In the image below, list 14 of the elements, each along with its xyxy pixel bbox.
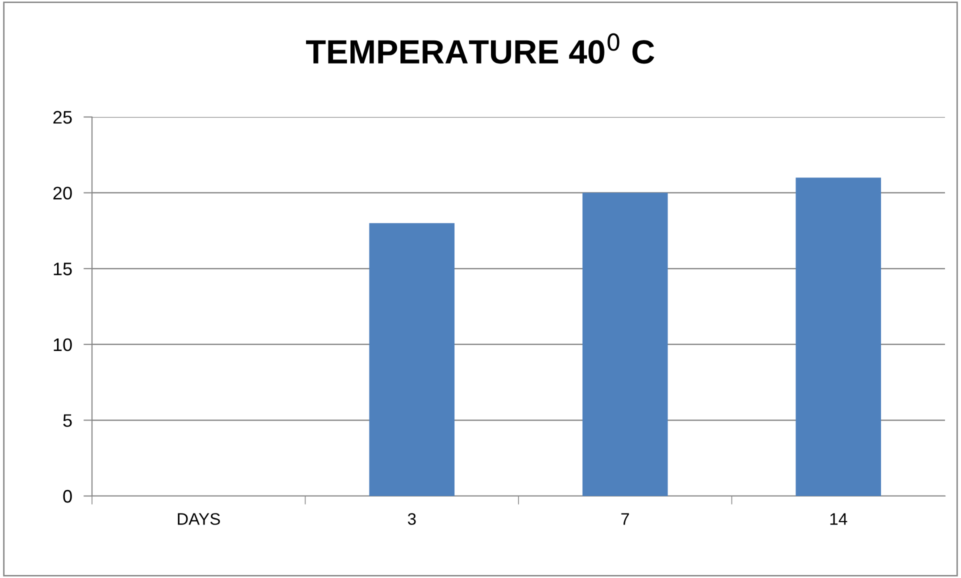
- y-tick-label: 10: [54, 338, 72, 352]
- x-tick-label: 7: [621, 513, 629, 525]
- x-tick-label: 14: [830, 513, 848, 525]
- y-tick-label: 15: [54, 262, 72, 276]
- bar: [796, 178, 882, 496]
- y-tick-label: 0: [63, 490, 72, 503]
- y-tick-label: 25: [53, 110, 72, 124]
- bar: [582, 192, 668, 496]
- y-tick-label: 20: [53, 186, 72, 200]
- y-tick-label: 5: [63, 414, 72, 427]
- bar: [369, 223, 455, 496]
- chart-title: TEMPERATURE 40$^{0}$ C: [306, 33, 654, 64]
- x-tick-label: 3: [408, 513, 416, 525]
- x-tick-label: DAYS: [178, 513, 220, 525]
